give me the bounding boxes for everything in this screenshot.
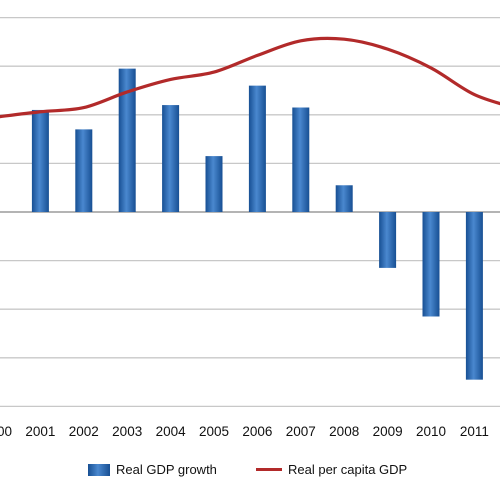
bar-2001 bbox=[31, 109, 49, 212]
x-tick-2001: 2001 bbox=[25, 424, 55, 439]
line-series bbox=[0, 36, 500, 119]
x-tick-2007: 2007 bbox=[286, 424, 316, 439]
x-tick-2005: 2005 bbox=[199, 424, 229, 439]
x-tick-2002: 2002 bbox=[69, 424, 99, 439]
legend-item-line: Real per capita GDP bbox=[256, 462, 407, 477]
x-axis-tick-labels: 2000 2001 2002 2003 2004 2005 2006 2007 2008 2009… bbox=[0, 424, 489, 439]
legend-swatch-line bbox=[256, 468, 282, 471]
x-tick-2011: 2011 bbox=[460, 424, 489, 439]
legend-swatch-bar bbox=[88, 463, 110, 476]
bar-2009 bbox=[379, 212, 397, 268]
bar-2004 bbox=[162, 105, 180, 212]
x-tick-2010: 2010 bbox=[416, 424, 446, 439]
bar-2007 bbox=[292, 107, 310, 212]
x-tick-2004: 2004 bbox=[156, 424, 187, 439]
legend-item-bars: Real GDP growth bbox=[88, 462, 217, 477]
chart-plot-area: 2000 2001 2002 2003 2004 2005 2006 2007 2008 2009… bbox=[0, 16, 500, 439]
legend-label-line: Real per capita GDP bbox=[288, 462, 408, 477]
x-tick-2003: 2003 bbox=[112, 424, 142, 439]
bar-2010 bbox=[422, 212, 440, 317]
bar-series bbox=[31, 68, 483, 380]
bar-2005 bbox=[205, 156, 223, 212]
bar-2002 bbox=[75, 129, 93, 212]
x-tick-2009: 2009 bbox=[373, 424, 403, 439]
x-tick-2000: 2000 bbox=[0, 424, 12, 439]
chart-legend: Real GDP growth Real per capita GDP bbox=[0, 456, 500, 486]
bar-2008 bbox=[335, 185, 353, 212]
bar-2003 bbox=[118, 68, 136, 212]
bar-2011 bbox=[465, 212, 483, 380]
bar-2006 bbox=[248, 85, 266, 212]
x-tick-2006: 2006 bbox=[242, 424, 272, 439]
legend-label-bars: Real GDP growth bbox=[116, 462, 217, 477]
x-tick-2008: 2008 bbox=[329, 424, 359, 439]
